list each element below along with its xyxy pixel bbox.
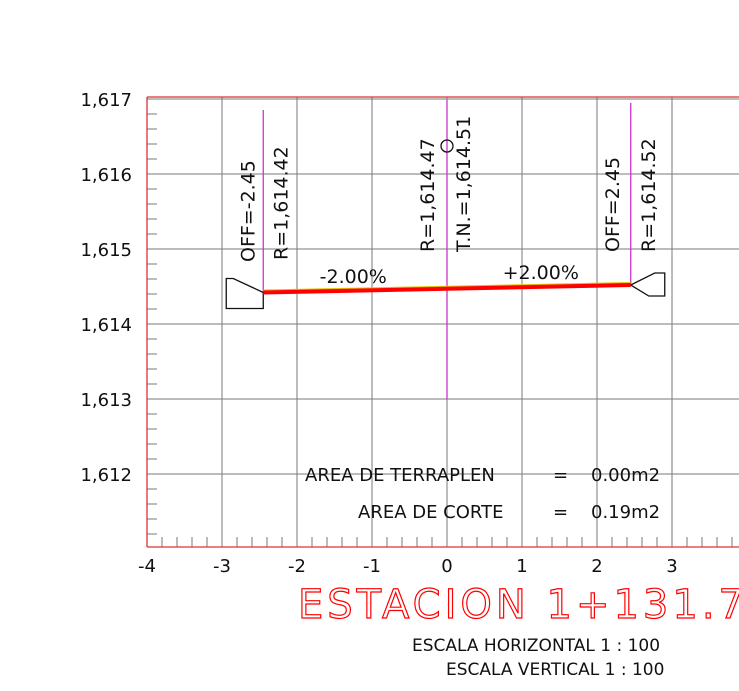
area-summary: AREA DE TERRAPLEN = 0.00m2 AREA DE CORTE… [305,465,660,523]
fill-area-label: AREA DE TERRAPLEN [305,465,495,486]
centerline-circle-icon [440,139,454,153]
annotation-center-elev: R=1,614.47 [417,138,439,252]
road-profile [263,282,631,295]
x-tick-label: 2 [591,556,602,577]
x-axis-tick-labels: -4 -3 -2 -1 0 1 2 3 [138,556,678,577]
x-tick-label: 1 [516,556,527,577]
y-tick-label: 1,616 [80,165,132,186]
left-curb [225,277,264,310]
curb-shapes [225,272,666,310]
station-title: ESTACION 1+131.79 [298,582,739,628]
y-tick-label: 1,615 [80,240,132,261]
road-surface-line [263,283,631,295]
annotation-right-offset: OFF=2.45 [602,157,624,252]
x-tick-label: -1 [363,556,381,577]
right-curb [629,272,666,297]
fill-area-value: 0.00m2 [591,465,660,486]
cut-area-equals: = [553,502,568,523]
annotation-left-elev: R=1,614.42 [270,146,292,260]
slope-labels: -2.00% +2.00% [320,262,579,288]
y-tick-label: 1,613 [80,390,132,411]
offset-markers [262,100,632,399]
cut-area-value: 0.19m2 [591,502,660,523]
x-tick-label: -2 [288,556,306,577]
x-tick-label: -3 [213,556,231,577]
cut-area-label: AREA DE CORTE [358,502,504,523]
slope-label: +2.00% [503,262,579,284]
plot-frame [146,96,739,548]
annotation-center-ground: T.N.=1,614.51 [453,116,475,253]
vertical-scale-note: ESCALA VERTICAL 1 : 100 [446,660,664,680]
fill-area-equals: = [553,465,568,486]
annotation-right-elev: R=1,614.52 [638,138,660,252]
x-tick-label: -4 [138,556,156,577]
elevation-annotations: OFF=-2.45 R=1,614.42 R=1,614.47 T.N.=1,614.… [237,116,660,262]
y-tick-label: 1,617 [80,90,132,111]
horizontal-scale-note: ESCALA HORIZONTAL 1 : 100 [412,636,660,656]
y-axis-tick-labels: 1,612 1,613 1,614 1,615 1,616 1,617 [80,90,132,486]
y-tick-label: 1,612 [80,465,132,486]
slope-label: -2.00% [320,266,387,288]
y-tick-label: 1,614 [80,315,132,336]
grid-lines [147,97,739,547]
x-tick-label: 3 [666,556,677,577]
annotation-left-offset: OFF=-2.45 [237,160,259,262]
x-tick-label: 0 [441,556,452,577]
